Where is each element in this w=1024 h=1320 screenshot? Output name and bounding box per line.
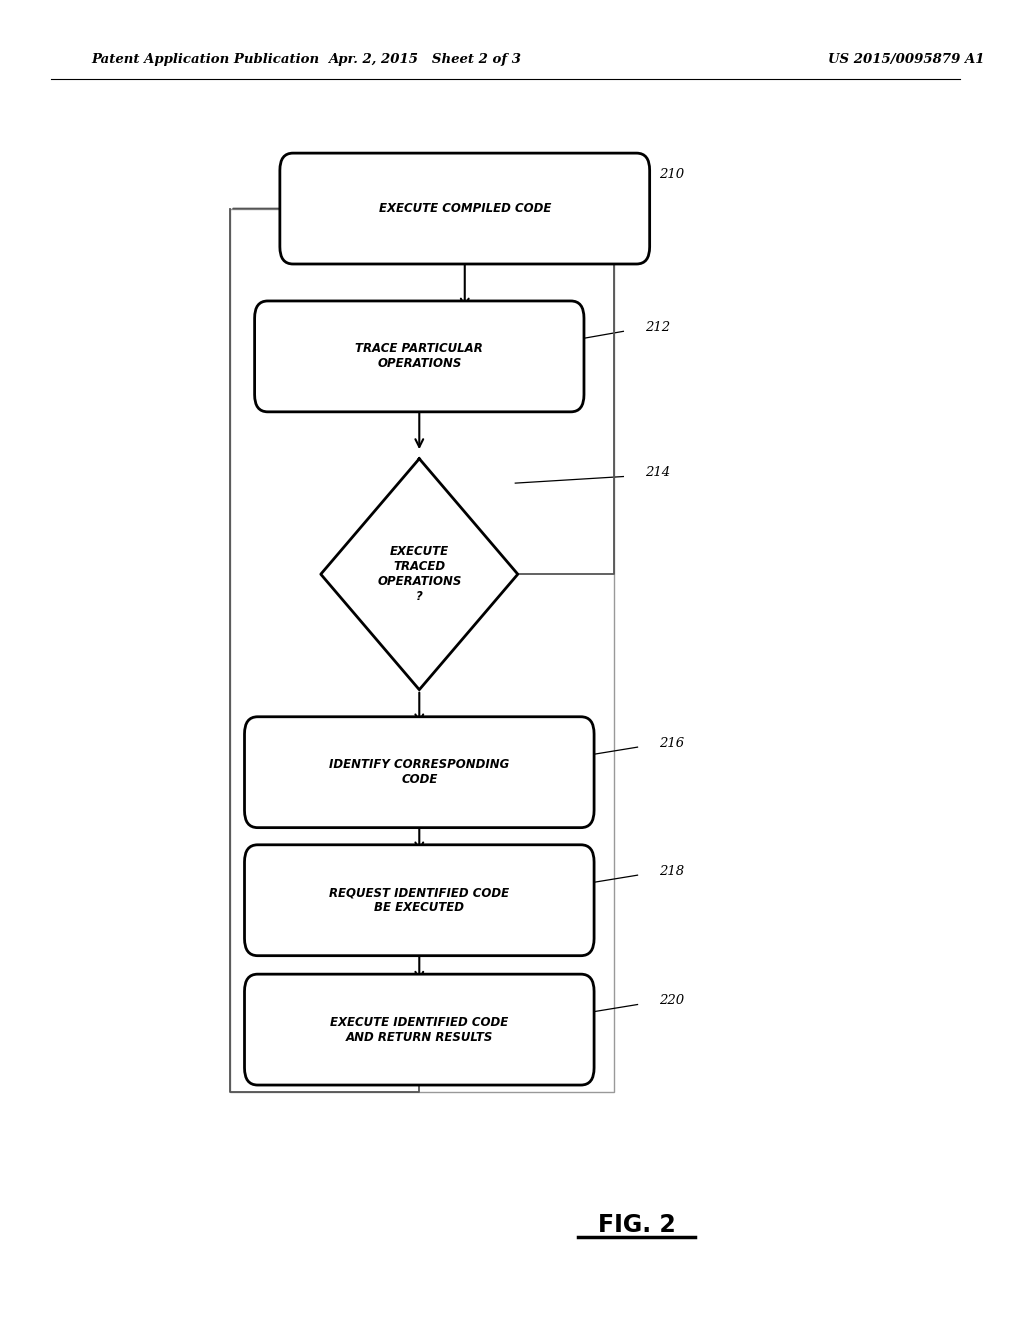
Bar: [230, 209, 614, 1092]
Text: FIG. 2: FIG. 2: [598, 1213, 676, 1237]
Text: 210: 210: [658, 168, 684, 181]
Text: 212: 212: [644, 321, 670, 334]
Text: IDENTIFY CORRESPONDING
CODE: IDENTIFY CORRESPONDING CODE: [329, 758, 509, 787]
Text: 216: 216: [658, 737, 684, 750]
FancyBboxPatch shape: [280, 153, 649, 264]
FancyBboxPatch shape: [245, 845, 594, 956]
Text: US 2015/0095879 A1: US 2015/0095879 A1: [828, 53, 985, 66]
FancyBboxPatch shape: [245, 717, 594, 828]
Text: EXECUTE
TRACED
OPERATIONS
?: EXECUTE TRACED OPERATIONS ?: [377, 545, 462, 603]
Text: REQUEST IDENTIFIED CODE
BE EXECUTED: REQUEST IDENTIFIED CODE BE EXECUTED: [330, 886, 509, 915]
Text: 214: 214: [644, 466, 670, 479]
Text: TRACE PARTICULAR
OPERATIONS: TRACE PARTICULAR OPERATIONS: [355, 342, 483, 371]
FancyBboxPatch shape: [245, 974, 594, 1085]
Text: EXECUTE IDENTIFIED CODE
AND RETURN RESULTS: EXECUTE IDENTIFIED CODE AND RETURN RESUL…: [330, 1015, 509, 1044]
Text: Patent Application Publication: Patent Application Publication: [91, 53, 319, 66]
Text: EXECUTE COMPILED CODE: EXECUTE COMPILED CODE: [379, 202, 551, 215]
Text: 218: 218: [658, 865, 684, 878]
Text: Apr. 2, 2015   Sheet 2 of 3: Apr. 2, 2015 Sheet 2 of 3: [328, 53, 521, 66]
Text: 220: 220: [658, 994, 684, 1007]
Polygon shape: [321, 459, 518, 689]
FancyBboxPatch shape: [255, 301, 584, 412]
